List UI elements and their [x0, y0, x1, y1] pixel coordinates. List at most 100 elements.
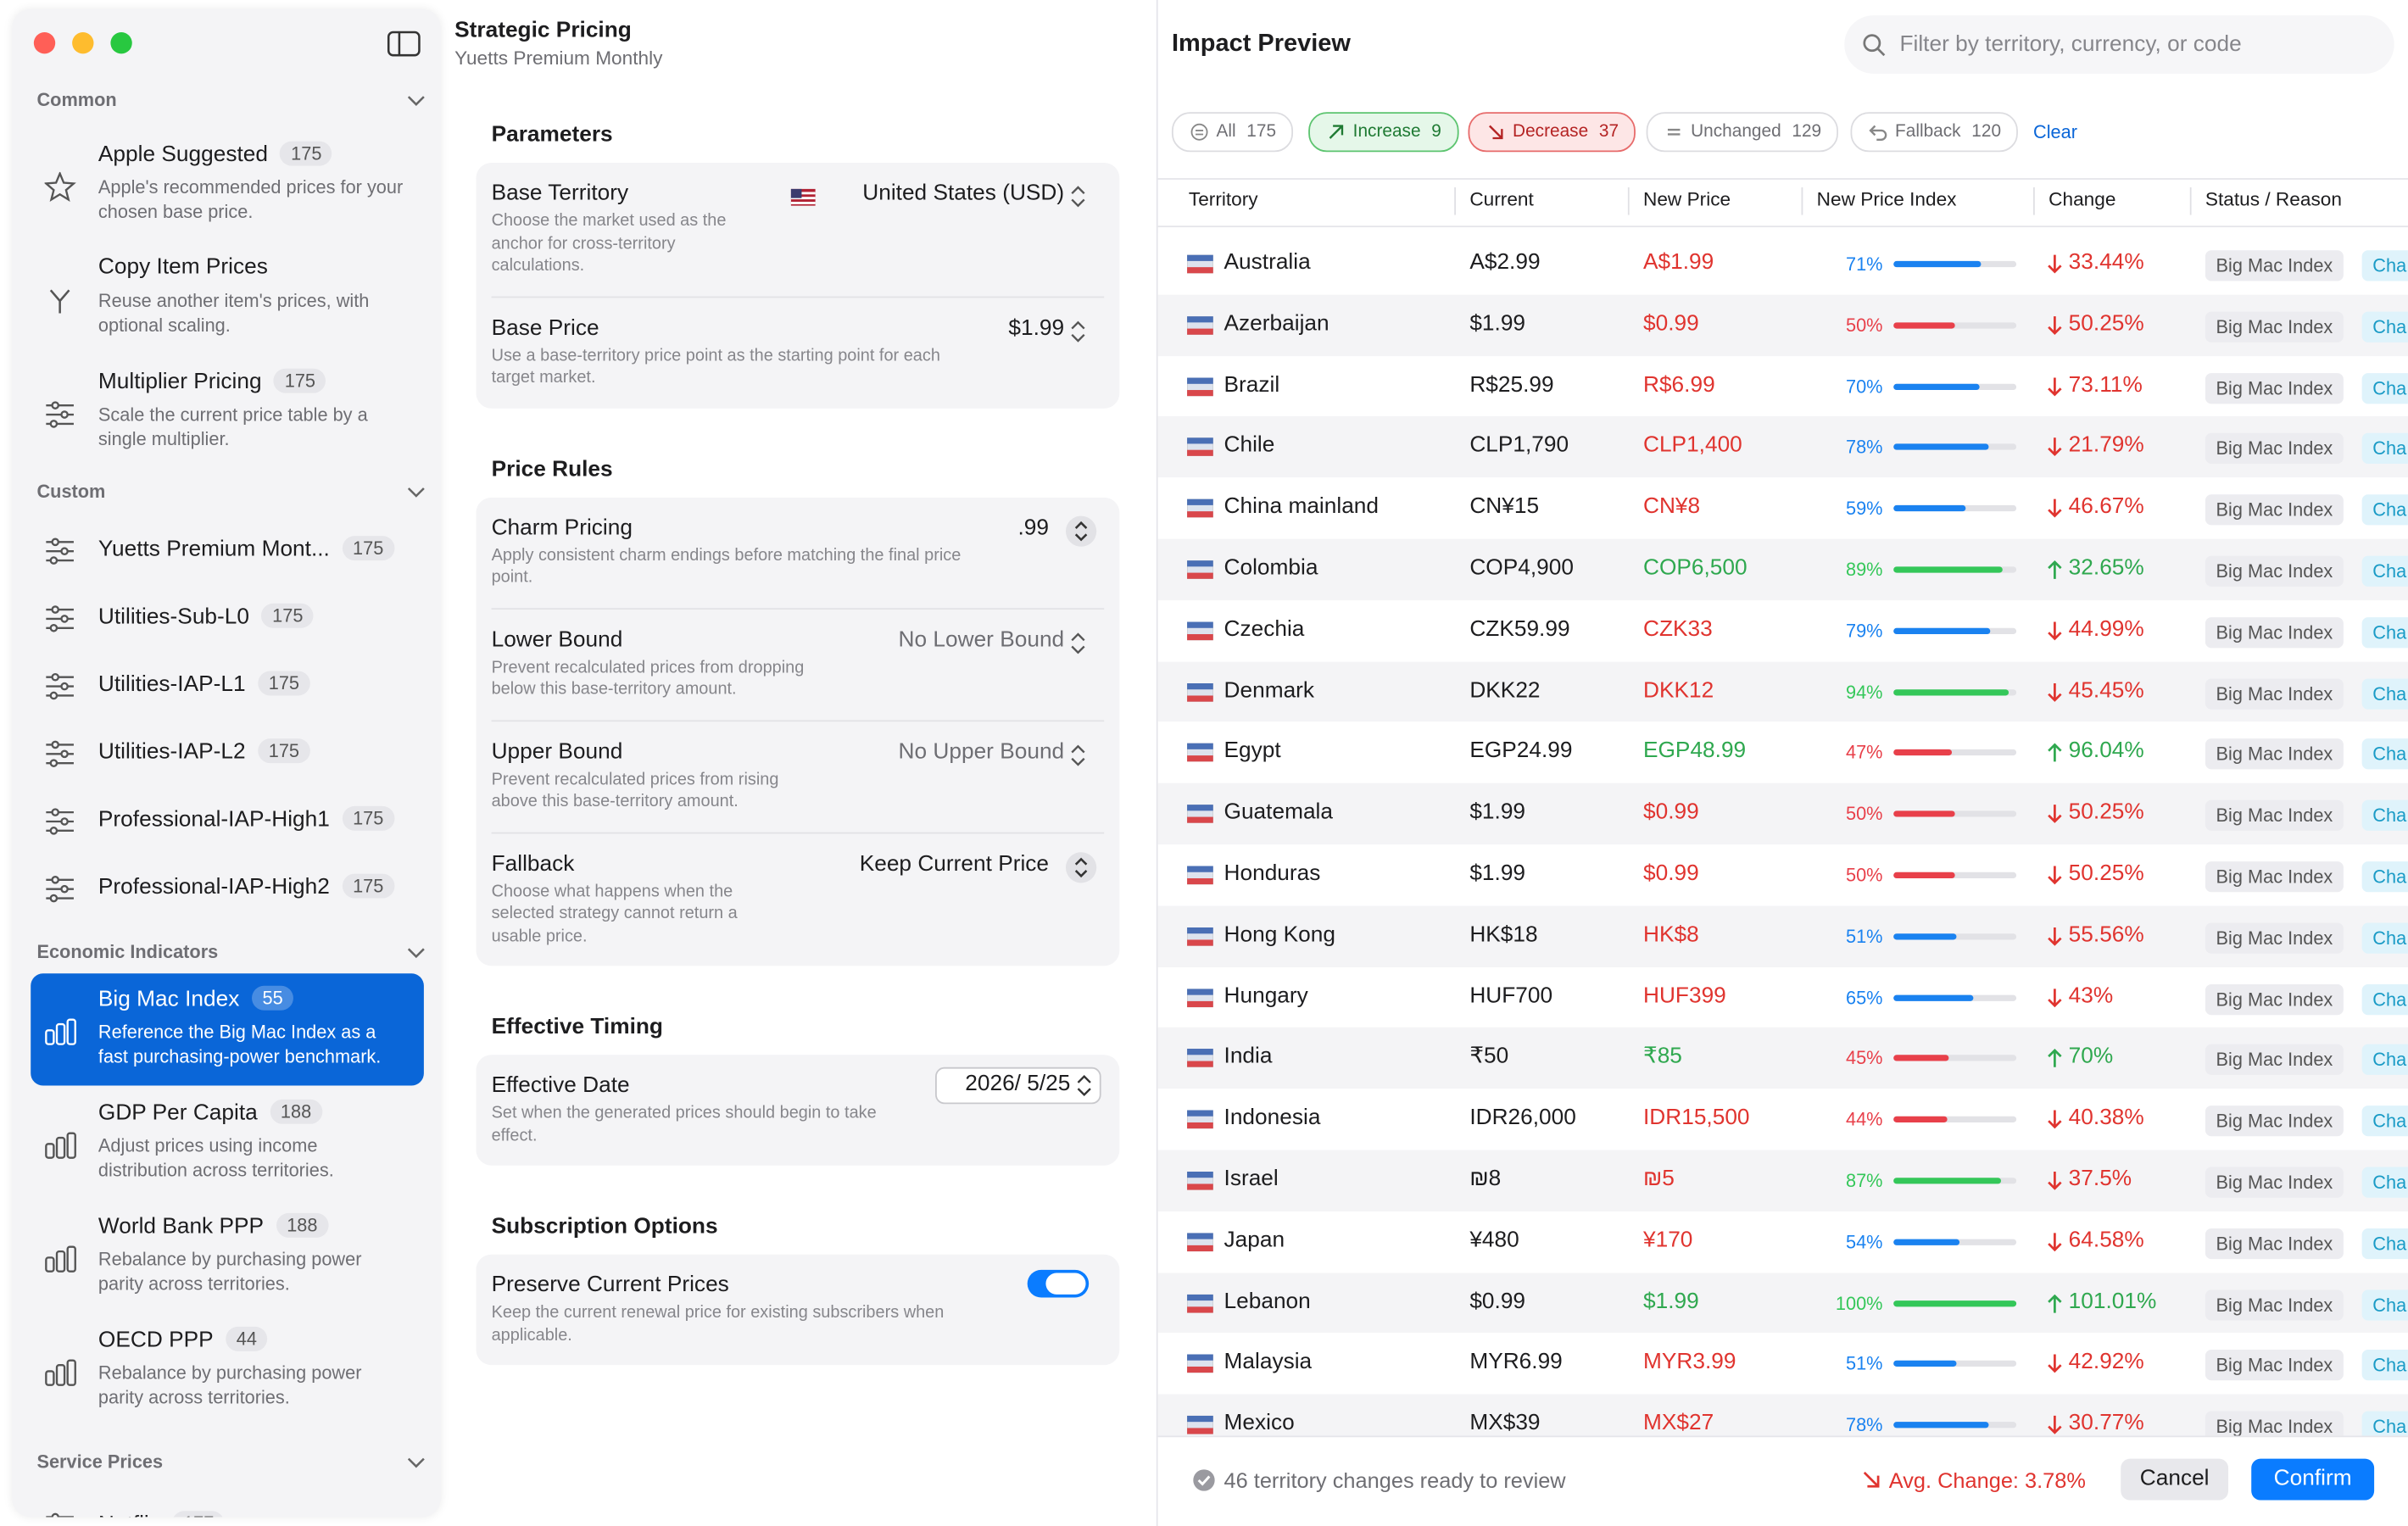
clear-button[interactable]: Clear	[2033, 121, 2077, 143]
column-header[interactable]: New Price Index	[1816, 188, 1957, 211]
date-stepper	[1077, 1074, 1091, 1097]
search-icon	[1863, 34, 1886, 57]
table-row[interactable]: Hungary HUF700 HUF399 65% 43% Big Mac Index Ch…	[1157, 966, 2408, 1028]
change-arrow	[2048, 1293, 2062, 1312]
setting-value[interactable]: 2026/ 5/25	[965, 1072, 1071, 1097]
new-price: A$1.99	[1642, 250, 1714, 276]
setting-value[interactable]: Keep Current Price	[859, 851, 1050, 877]
setting-value[interactable]: $1.99	[1008, 315, 1065, 341]
column-header[interactable]: Change	[2048, 188, 2116, 211]
chevron	[407, 948, 425, 959]
item-name: Multiplier Pricing 175	[98, 368, 326, 394]
sidebar-item[interactable]: Multiplier Pricing 175 Scale the current p…	[31, 356, 424, 468]
sidebar-item[interactable]: Utilities-IAP-L2 175	[31, 725, 424, 780]
filter-pill[interactable]: Fallback 120	[1850, 112, 2018, 153]
table-row[interactable]: Honduras $1.99 $0.99 50% 50.25% Big Mac Index…	[1157, 844, 2408, 906]
sidebar-item[interactable]: Professional-IAP-High2 175	[31, 860, 424, 915]
item-count: 188	[276, 1212, 329, 1238]
flag	[1187, 560, 1213, 579]
setting-value[interactable]: United States (USD)	[862, 181, 1065, 206]
table-row[interactable]: Mexico MX$39 MX$27 78% 30.77% Big Mac Index Ch…	[1157, 1394, 2408, 1436]
setting-label: Base Price	[491, 315, 599, 341]
sidebar-item[interactable]: GDP Per Capita 188 Adjust prices using inc…	[31, 1087, 424, 1199]
table-row[interactable]: Brazil R$25.99 R$6.99 70% 73.11% Big Mac Inde…	[1157, 355, 2408, 417]
zoom-button[interactable]	[110, 32, 132, 54]
table-row[interactable]: Azerbaijan $1.99 $0.99 50% 50.25% Big Mac Ind…	[1157, 294, 2408, 356]
setting-value[interactable]: No Upper Bound	[898, 739, 1065, 765]
column-header[interactable]: Territory	[1188, 188, 1258, 211]
change-arrow	[2048, 376, 2062, 396]
table-row[interactable]: Hong Kong HK$18 HK$8 51% 55.56% Big Mac Index…	[1157, 905, 2408, 967]
current-price: CN¥15	[1469, 494, 1540, 520]
current-price: CZK59.99	[1469, 616, 1570, 642]
setting-row: Fallback Choose what happens when the sel…	[491, 831, 1105, 966]
popup-arrows	[1071, 186, 1085, 208]
sidebar-item[interactable]: Utilities-Sub-L0 175	[31, 590, 424, 645]
section-header[interactable]: Economic Indicators	[36, 941, 219, 963]
setting-value[interactable]: .99	[1017, 515, 1050, 540]
item-name: Copy Item Prices	[98, 255, 268, 280]
index-bar	[1893, 321, 1955, 329]
change: 45.45%	[2068, 677, 2144, 703]
table-row[interactable]: India ₹50 ₹85 45% 70% Big Mac Index Cha	[1157, 1028, 2408, 1089]
column-header[interactable]: Status / Reason	[2205, 188, 2342, 211]
territory: Malaysia	[1224, 1350, 1313, 1375]
cancel-button[interactable]: Cancel	[2121, 1458, 2229, 1501]
table-row[interactable]: Egypt EGP24.99 EGP48.99 47% 96.04% Big Mac In…	[1157, 721, 2408, 784]
sidebar-item[interactable]: Netflix 177	[31, 1497, 424, 1518]
toggle[interactable]	[1027, 1269, 1090, 1298]
change: 55.56%	[2068, 922, 2144, 948]
index-track	[1893, 383, 2017, 390]
reason-tag: Cha	[2361, 1228, 2408, 1259]
filter-pill[interactable]: Decrease 37	[1468, 112, 1636, 153]
current-price: ¥480	[1469, 1228, 1519, 1253]
table-row[interactable]: Australia A$2.99 A$1.99 71% 33.44% Big Mac In…	[1157, 233, 2408, 295]
index-bar	[1893, 444, 1990, 451]
date-field[interactable]	[935, 1067, 1101, 1105]
setting-value[interactable]: No Lower Bound	[898, 627, 1065, 652]
sidebar-item[interactable]: Copy Item Prices Reuse another item's pri…	[31, 242, 424, 354]
sidebar-item[interactable]: Utilities-IAP-L1 175	[31, 657, 424, 712]
table-row[interactable]: Japan ¥480 ¥170 54% 64.58% Big Mac Index Cha	[1157, 1211, 2408, 1273]
change: 44.99%	[2068, 616, 2144, 642]
table-row[interactable]: Denmark DKK22 DKK12 94% 45.45% Big Mac Index C…	[1157, 660, 2408, 722]
minimize-button[interactable]	[72, 32, 94, 54]
sidebar-toggle[interactable]	[387, 31, 421, 57]
confirm-button[interactable]: Confirm	[2251, 1458, 2375, 1501]
table-row[interactable]: Chile CLP1,790 CLP1,400 78% 21.79% Big Mac In…	[1157, 416, 2408, 478]
table-row[interactable]: Lebanon $0.99 $1.99 100% 101.01% Big Mac Inde…	[1157, 1272, 2408, 1334]
sidebar-item[interactable]: OECD PPP 44 Rebalance by purchasing power …	[31, 1314, 424, 1426]
table-row[interactable]: Indonesia IDR26,000 IDR15,500 44% 40.38% Big …	[1157, 1089, 2408, 1150]
filter-pill[interactable]: Increase 9	[1308, 112, 1458, 153]
table-row[interactable]: Colombia COP4,900 COP6,500 89% 32.65% Big Mac…	[1157, 538, 2408, 600]
change: 46.67%	[2068, 494, 2144, 520]
table-row[interactable]: Malaysia MYR6.99 MYR3.99 51% 42.92% Big Mac I…	[1157, 1333, 2408, 1395]
filter-pill[interactable]: All 175	[1171, 112, 1293, 153]
search-field[interactable]: Filter by territory, currency, or code	[1844, 15, 2394, 74]
section-header[interactable]: Common	[36, 89, 117, 111]
section-header[interactable]: Custom	[36, 480, 106, 503]
section-header[interactable]: Service Prices	[36, 1451, 164, 1473]
table-row[interactable]: Israel ₪8 ₪5 87% 37.5% Big Mac Index Cha	[1157, 1150, 2408, 1211]
new-price: HK$8	[1642, 922, 1699, 948]
table-row[interactable]: Guatemala $1.99 $0.99 50% 50.25% Big Mac Inde…	[1157, 783, 2408, 845]
item-name: Professional-IAP-High1 175	[98, 805, 395, 833]
item-icon	[46, 740, 74, 767]
setting-label: Preserve Current Prices	[491, 1273, 729, 1298]
index-track	[1893, 566, 2017, 573]
column-header[interactable]: New Price	[1642, 188, 1731, 211]
setting-description: Prevent recalculated prices from droppin…	[491, 658, 805, 699]
sidebar-item[interactable]: Yuetts Premium Mont... 175	[31, 522, 424, 577]
column-header[interactable]: Current	[1469, 188, 1534, 211]
sidebar-item[interactable]: Apple Suggested 175 Apple's recommended pr…	[31, 129, 424, 241]
selected-item[interactable]: Big Mac Index 55 Reference the Big Mac Ind…	[31, 973, 424, 1086]
territory: China mainland	[1224, 494, 1380, 520]
index-label: 71%	[1846, 253, 1883, 276]
item-name: Netflix 177	[98, 1511, 226, 1518]
sidebar-item[interactable]: World Bank PPP 188 Rebalance by purchasing…	[31, 1200, 424, 1312]
close-button[interactable]	[33, 32, 56, 54]
table-row[interactable]: China mainland CN¥15 CN¥8 59% 46.67% Big Mac …	[1157, 477, 2408, 539]
filter-pill[interactable]: Unchanged 129	[1646, 112, 1839, 153]
table-row[interactable]: Czechia CZK59.99 CZK33 79% 44.99% Big Mac Ind…	[1157, 599, 2408, 661]
sidebar-item[interactable]: Professional-IAP-High1 175	[31, 793, 424, 848]
